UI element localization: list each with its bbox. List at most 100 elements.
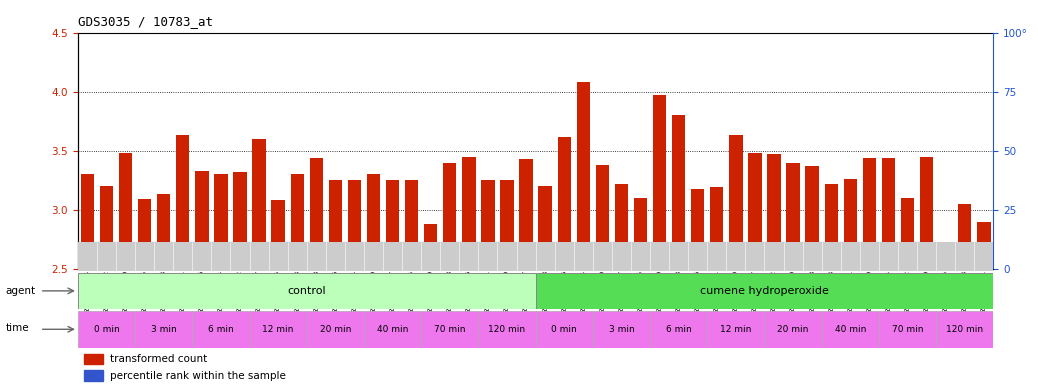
Bar <box>710 187 723 269</box>
Bar <box>269 242 288 271</box>
Bar <box>176 136 189 269</box>
Bar <box>366 174 380 269</box>
Bar <box>311 258 321 264</box>
Bar <box>138 199 152 269</box>
Bar <box>536 273 993 309</box>
Bar <box>426 258 436 264</box>
Bar <box>748 153 762 269</box>
Bar <box>903 258 912 264</box>
Bar <box>826 258 836 264</box>
Bar <box>578 258 589 264</box>
Bar <box>634 198 647 269</box>
Bar <box>402 242 421 271</box>
Bar <box>272 200 284 269</box>
Bar <box>230 242 249 271</box>
Text: time: time <box>5 323 29 333</box>
Bar <box>539 186 552 269</box>
Bar <box>425 224 437 269</box>
Bar <box>386 180 400 269</box>
Bar <box>841 242 859 271</box>
Bar <box>920 157 933 269</box>
Text: 0 min: 0 min <box>551 325 577 334</box>
Bar <box>345 242 364 271</box>
Bar <box>135 242 154 271</box>
Bar <box>500 180 514 269</box>
Text: 6 min: 6 min <box>208 325 234 334</box>
Bar <box>939 242 952 269</box>
Bar <box>383 242 402 271</box>
Bar <box>234 172 247 269</box>
Text: 3 min: 3 min <box>151 325 176 334</box>
Bar <box>212 242 230 271</box>
Bar <box>421 242 440 271</box>
Bar <box>863 158 876 269</box>
Bar <box>767 154 781 269</box>
Bar <box>483 258 493 264</box>
Bar <box>846 258 855 264</box>
Bar <box>329 180 342 269</box>
Bar <box>788 258 798 264</box>
Bar <box>960 258 969 264</box>
Bar <box>936 311 993 348</box>
Bar <box>497 242 517 271</box>
Bar <box>78 273 536 309</box>
Text: 120 min: 120 min <box>489 325 525 334</box>
Bar <box>611 242 631 271</box>
Bar <box>598 258 607 264</box>
Bar <box>517 242 536 271</box>
Bar <box>691 189 705 269</box>
Bar <box>730 136 742 269</box>
Bar <box>922 258 931 264</box>
Bar <box>808 258 817 264</box>
Bar <box>745 242 764 271</box>
Text: 40 min: 40 min <box>377 325 408 334</box>
Bar <box>102 258 111 264</box>
Bar <box>822 311 879 348</box>
Bar <box>898 242 918 271</box>
Text: 70 min: 70 min <box>892 325 923 334</box>
Bar <box>764 311 822 348</box>
Bar <box>879 311 936 348</box>
Bar <box>214 174 227 269</box>
Bar <box>822 242 841 271</box>
Text: 70 min: 70 min <box>434 325 465 334</box>
Bar <box>78 311 135 348</box>
Bar <box>727 242 745 271</box>
Bar <box>364 242 383 271</box>
Text: agent: agent <box>5 286 35 296</box>
Bar <box>159 258 168 264</box>
Text: 6 min: 6 min <box>665 325 691 334</box>
Bar <box>307 242 326 271</box>
Bar <box>655 258 664 264</box>
Text: 40 min: 40 min <box>835 325 866 334</box>
Bar <box>197 258 207 264</box>
Bar <box>707 311 764 348</box>
Bar <box>326 242 345 271</box>
Text: 0 min: 0 min <box>93 325 119 334</box>
Bar <box>693 258 703 264</box>
Bar <box>557 137 571 269</box>
Bar <box>712 258 721 264</box>
Bar <box>368 258 378 264</box>
Bar <box>309 158 323 269</box>
Bar <box>617 258 626 264</box>
Bar <box>764 242 784 271</box>
Bar <box>958 204 972 269</box>
Bar <box>536 311 593 348</box>
Bar <box>443 162 457 269</box>
Bar <box>577 82 590 269</box>
Bar <box>519 159 532 269</box>
Bar <box>769 258 778 264</box>
Bar <box>291 174 304 269</box>
Bar <box>541 258 550 264</box>
Bar <box>195 171 209 269</box>
Bar <box>574 242 593 271</box>
Bar <box>307 311 364 348</box>
Bar <box>707 242 727 271</box>
Text: 12 min: 12 min <box>263 325 294 334</box>
Text: cumene hydroperoxide: cumene hydroperoxide <box>700 286 829 296</box>
Bar <box>293 258 302 264</box>
Bar <box>650 311 707 348</box>
Bar <box>955 242 975 271</box>
Bar <box>674 258 683 264</box>
